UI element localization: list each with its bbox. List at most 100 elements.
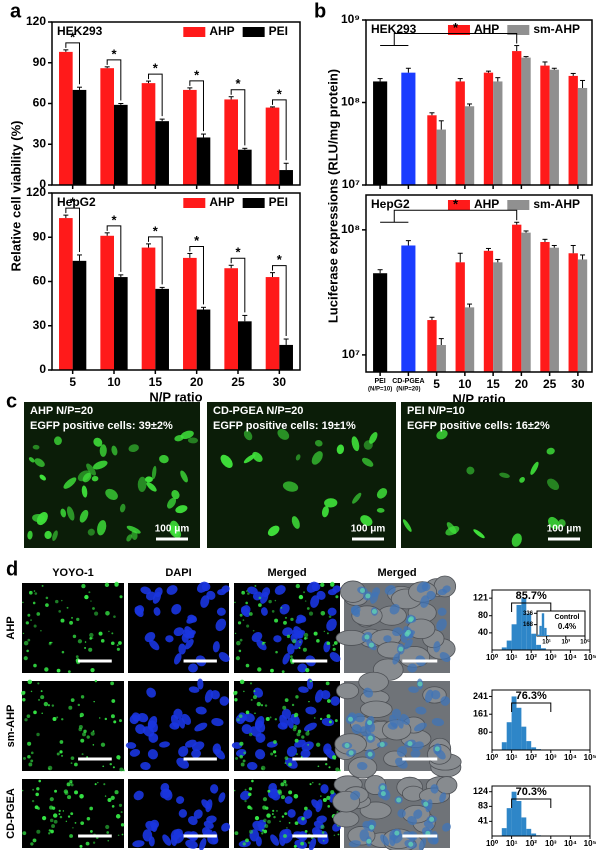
speck — [119, 595, 123, 599]
nucleus — [142, 829, 153, 842]
bar — [436, 345, 446, 372]
nucleus — [193, 809, 203, 819]
speck — [284, 756, 289, 761]
speck — [305, 731, 310, 736]
bar — [72, 260, 87, 370]
speck — [285, 616, 287, 619]
speck — [332, 647, 336, 651]
speck — [88, 647, 93, 652]
speck — [22, 756, 26, 760]
speck — [92, 607, 95, 610]
speck — [59, 740, 64, 744]
speck — [73, 762, 78, 767]
cell — [445, 525, 460, 536]
speck — [23, 640, 29, 646]
bar — [464, 307, 475, 372]
speck — [79, 844, 83, 848]
nucleus — [330, 696, 340, 706]
nucleus — [203, 820, 214, 829]
nucleus — [191, 749, 202, 759]
x-tick-label: 10⁰ — [486, 753, 499, 762]
speck — [69, 834, 74, 838]
cell — [243, 430, 253, 441]
speck — [105, 610, 110, 616]
speck — [75, 655, 79, 659]
cell — [175, 505, 188, 514]
speck — [92, 841, 96, 844]
speck — [119, 767, 124, 772]
speck — [37, 682, 40, 685]
nucleus — [397, 717, 404, 729]
speck — [394, 830, 400, 836]
histogram-bar — [516, 605, 522, 650]
speck — [108, 630, 110, 633]
cell — [146, 482, 157, 492]
speck — [30, 619, 32, 621]
chart-title: HepG2 — [57, 195, 96, 209]
speck — [248, 829, 253, 834]
bar — [155, 121, 169, 185]
legend-swatch — [447, 25, 470, 35]
speck — [61, 718, 64, 721]
significance-star: * — [194, 67, 200, 82]
bar — [493, 81, 503, 185]
speck — [77, 639, 83, 644]
nucleus — [162, 834, 172, 846]
y-tick-label: 0 — [39, 177, 46, 191]
nucleus — [393, 833, 404, 844]
nucleus — [176, 757, 189, 769]
x-tick-label: 10⁵ — [584, 839, 597, 848]
speck — [110, 795, 115, 801]
speck — [116, 755, 121, 760]
x-tick-label: PEI — [374, 378, 385, 385]
y-tick-label: 30 — [33, 318, 47, 332]
speck — [304, 806, 308, 811]
histogram-bar — [546, 634, 550, 636]
significance-star: * — [70, 29, 76, 44]
nucleus — [162, 788, 173, 801]
speck — [69, 620, 73, 625]
cell-outline — [359, 801, 392, 820]
bar — [279, 170, 293, 185]
speck — [21, 789, 24, 792]
nucleus — [308, 838, 317, 850]
bar — [183, 89, 197, 185]
speck — [256, 701, 261, 707]
y-tick-label: 10⁸ — [341, 95, 360, 109]
nucleus — [414, 722, 427, 732]
speck — [30, 759, 34, 763]
speck — [365, 593, 371, 599]
speck — [332, 755, 337, 760]
image-tile — [233, 779, 341, 850]
speck — [302, 647, 307, 652]
significance-bracket — [189, 245, 204, 305]
legend-swatch — [507, 25, 530, 35]
histogram-bar — [531, 747, 537, 750]
speck — [367, 735, 373, 741]
speck — [292, 639, 297, 644]
speck — [262, 797, 268, 802]
bar — [568, 253, 578, 372]
bar — [455, 81, 465, 185]
speck — [48, 767, 51, 770]
image-tile — [128, 779, 231, 850]
cell — [277, 428, 290, 440]
speck — [110, 714, 115, 719]
speck — [434, 746, 440, 752]
speck — [260, 704, 264, 707]
bar — [155, 288, 169, 370]
nucleus — [215, 618, 227, 632]
histogram-bar — [506, 808, 512, 836]
histogram-bar — [511, 624, 517, 650]
speck — [104, 582, 110, 588]
speck — [252, 629, 255, 632]
speck — [368, 642, 374, 648]
speck — [67, 815, 71, 818]
histogram-bar — [537, 634, 540, 636]
nucleus — [140, 586, 152, 595]
speck — [294, 821, 299, 826]
speck — [295, 583, 300, 589]
y-tick-label: 336 — [523, 611, 534, 617]
nucleus — [321, 717, 335, 727]
